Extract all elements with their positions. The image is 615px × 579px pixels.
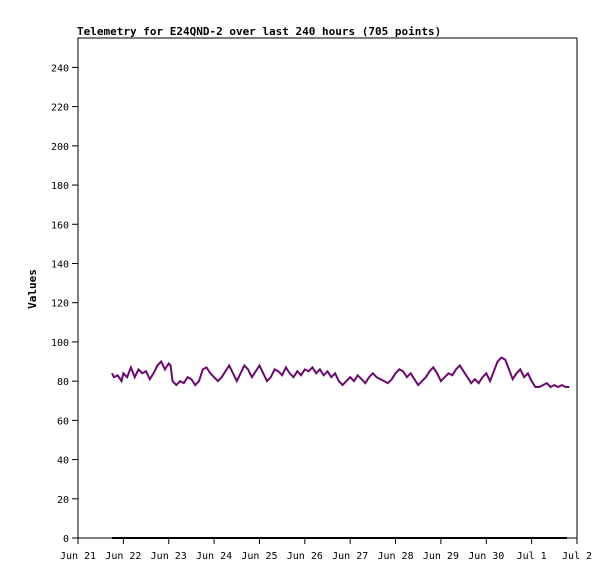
x-tick-label: Jun 30 xyxy=(468,551,504,562)
y-tick-label: 100 xyxy=(51,338,69,349)
y-tick-label: 140 xyxy=(51,259,69,270)
chart-title: Telemetry for E24QND-2 over last 240 hou… xyxy=(77,25,441,38)
y-tick-label: 160 xyxy=(51,220,69,231)
y-axis: 0 20 40 60 80 100 120 140 160 180 200 220 240 xyxy=(51,63,78,545)
series-layer xyxy=(111,356,570,539)
y-tick-label: 80 xyxy=(57,377,69,388)
x-tick-label: Jun 24 xyxy=(196,551,232,562)
x-tick-label: Jun 23 xyxy=(151,551,187,562)
x-tick-label: Jul 2 xyxy=(562,551,592,562)
plot-area-frame xyxy=(77,37,578,539)
y-tick-label: 120 xyxy=(51,299,69,310)
y-tick-label: 200 xyxy=(51,142,69,153)
x-tick-label: Jun 28 xyxy=(377,551,413,562)
x-tick-label: Jun 26 xyxy=(287,551,323,562)
x-tick-label: Jun 27 xyxy=(332,551,368,562)
x-axis: Jun 21 Jun 22 Jun 23 Jun 24 Jun 25 Jun 26 Jun … xyxy=(60,538,592,562)
y-tick-label: 20 xyxy=(57,495,69,506)
telemetry-series-line xyxy=(111,356,570,389)
x-tick-label: Jul 1 xyxy=(517,551,547,562)
y-tick-label: 0 xyxy=(63,534,69,545)
y-tick-label: 60 xyxy=(57,416,69,427)
y-tick-label: 240 xyxy=(51,63,69,74)
y-tick-label: 40 xyxy=(57,456,69,467)
x-tick-label: Jun 22 xyxy=(105,551,141,562)
y-axis-label: Values xyxy=(26,269,39,309)
x-tick-label: Jun 21 xyxy=(60,551,96,562)
y-tick-label: 180 xyxy=(51,181,69,192)
x-tick-label: Jun 25 xyxy=(241,551,277,562)
y-tick-label: 220 xyxy=(51,103,69,114)
x-tick-label: Jun 29 xyxy=(423,551,459,562)
